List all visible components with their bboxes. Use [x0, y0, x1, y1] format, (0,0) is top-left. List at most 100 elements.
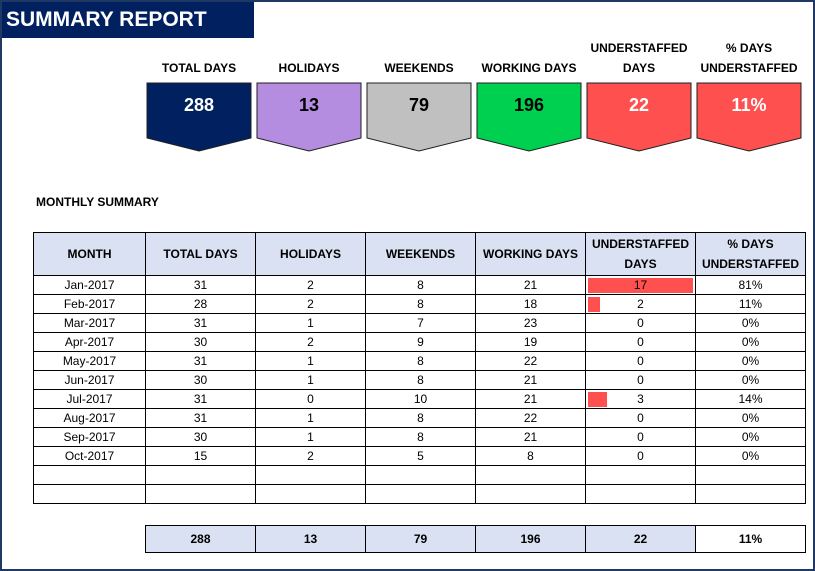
table-cell: 0%: [695, 408, 806, 428]
table-cell: 30: [145, 370, 256, 390]
table-cell: 8: [365, 370, 476, 390]
table-cell: 0%: [695, 332, 806, 352]
kpi-card: 288: [146, 82, 252, 152]
understaffed-days-cell: 17: [585, 275, 696, 295]
table-cell: 8: [365, 351, 476, 371]
understaffed-days-cell: 3: [585, 389, 696, 409]
table-row: Mar-2017 31 1 7 23 0 0%: [33, 313, 806, 333]
table-cell: Aug-2017: [33, 408, 146, 428]
table-cell: 0: [255, 389, 366, 409]
kpi-label: WORKING DAYS: [481, 61, 577, 75]
table-cell: 31: [145, 408, 256, 428]
understaffed-data-bar: [588, 297, 600, 312]
table-cell: [695, 465, 806, 485]
column-header: HOLIDAYS: [255, 232, 366, 276]
column-header: WEEKENDS: [365, 232, 476, 276]
table-cell: 22: [475, 351, 586, 371]
table-cell: Apr-2017: [33, 332, 146, 352]
table-cell: [145, 484, 256, 504]
table-cell: 0%: [695, 370, 806, 390]
table-row: Jun-2017 30 1 8 21 0 0%: [33, 370, 806, 390]
table-cell: May-2017: [33, 351, 146, 371]
table-row: [33, 484, 806, 504]
table-cell: 21: [475, 427, 586, 447]
kpi-label: % DAYS UNDERSTAFFED: [700, 41, 798, 75]
kpi-label: UNDERSTAFFED DAYS: [590, 41, 688, 75]
kpi-value: 288: [183, 95, 215, 115]
total-cell: 22: [585, 525, 696, 553]
understaffed-days-value: 0: [637, 449, 644, 463]
table-row: May-2017 31 1 8 22 0 0%: [33, 351, 806, 371]
kpi-value: 11%: [731, 95, 767, 115]
report-title: SUMMARY REPORT: [2, 2, 254, 38]
kpi-pentagon-shape: [476, 82, 582, 152]
table-cell: Jan-2017: [33, 275, 146, 295]
kpi-card: 79: [366, 82, 472, 152]
total-cell: 288: [145, 525, 256, 553]
table-header-row: MONTH TOTAL DAYS HOLIDAYS WEEKENDS WORKING D…: [33, 232, 806, 276]
table-row: Feb-2017 28 2 8 18 2 11%: [33, 294, 806, 314]
table-cell: 0%: [695, 446, 806, 466]
table-cell: 2: [255, 446, 366, 466]
table-cell: 9: [365, 332, 476, 352]
table-cell: [475, 465, 586, 485]
column-header: TOTAL DAYS: [145, 232, 256, 276]
table-cell: [365, 484, 476, 504]
table-cell: 31: [145, 275, 256, 295]
table-cell: 30: [145, 332, 256, 352]
table-cell: 18: [475, 294, 586, 314]
table-cell: Jun-2017: [33, 370, 146, 390]
column-header: MONTH: [33, 232, 146, 276]
table-row: Jul-2017 31 0 10 21 3 14%: [33, 389, 806, 409]
understaffed-days-value: 2: [637, 297, 644, 311]
table-cell: [33, 484, 146, 504]
table-cell: 0%: [695, 427, 806, 447]
column-header: UNDERSTAFFED DAYS: [585, 232, 696, 276]
understaffed-days-cell: [585, 465, 696, 485]
table-cell: Jul-2017: [33, 389, 146, 409]
kpi-value: 196: [513, 95, 545, 115]
table-cell: 7: [365, 313, 476, 333]
table-cell: 1: [255, 408, 366, 428]
total-cell: 79: [365, 525, 476, 553]
table-cell: [475, 484, 586, 504]
kpi-value: 22: [628, 95, 650, 115]
table-cell: 30: [145, 427, 256, 447]
table-row: Oct-2017 15 2 5 8 0 0%: [33, 446, 806, 466]
table-cell: 8: [365, 294, 476, 314]
table-cell: 31: [145, 313, 256, 333]
kpi-label: TOTAL DAYS: [161, 61, 237, 75]
table-cell: 2: [255, 332, 366, 352]
understaffed-days-value: 0: [637, 335, 644, 349]
understaffed-days-cell: 0: [585, 370, 696, 390]
table-cell: 8: [475, 446, 586, 466]
table-cell: 8: [365, 408, 476, 428]
understaffed-days-value: 0: [637, 373, 644, 387]
table-cell: 2: [255, 294, 366, 314]
totals-table: 288 13 79 196 22 11%: [145, 525, 806, 553]
kpi-pentagon-shape: [586, 82, 692, 152]
table-cell: 1: [255, 351, 366, 371]
kpi-pentagon-shape: [256, 82, 362, 152]
understaffed-days-cell: 0: [585, 427, 696, 447]
column-header: % DAYS UNDERSTAFFED: [695, 232, 806, 276]
table-cell: 31: [145, 351, 256, 371]
total-cell: 13: [255, 525, 366, 553]
table-row: [33, 465, 806, 485]
table-cell: [33, 465, 146, 485]
understaffed-days-value: 17: [633, 278, 648, 292]
kpi-card: 11%: [696, 82, 802, 152]
table-row: Aug-2017 31 1 8 22 0 0%: [33, 408, 806, 428]
table-cell: 8: [365, 275, 476, 295]
total-cell: 196: [475, 525, 586, 553]
kpi-pentagon-shape: [696, 82, 802, 152]
understaffed-days-value: 0: [637, 316, 644, 330]
table-cell: 10: [365, 389, 476, 409]
kpi-card: 196: [476, 82, 582, 152]
table-cell: 19: [475, 332, 586, 352]
understaffed-days-cell: [585, 484, 696, 504]
kpi-value: 79: [408, 95, 430, 115]
table-cell: 21: [475, 389, 586, 409]
monthly-summary-title: MONTHLY SUMMARY: [36, 195, 159, 209]
